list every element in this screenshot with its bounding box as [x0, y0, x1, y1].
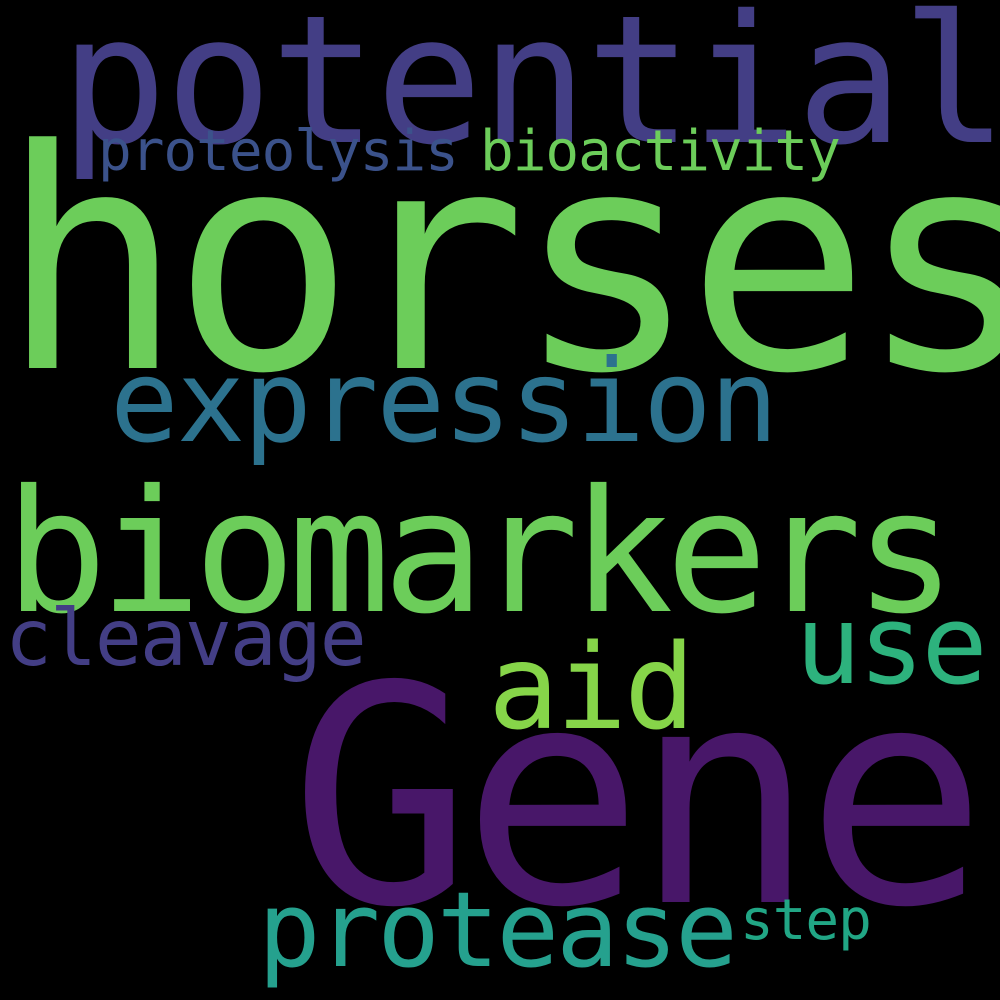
word-gene: Gene	[290, 623, 987, 974]
word-horses: horses	[0, 85, 1000, 440]
word-step: step	[740, 888, 872, 953]
word-biomarkers: biomarkers	[5, 454, 956, 652]
word-protease: protease	[258, 869, 738, 991]
word-proteolysis: proteolysis	[98, 119, 459, 184]
word-aid: aid	[488, 618, 695, 756]
word-bioactivity: bioactivity	[480, 119, 841, 184]
word-expression: expression	[110, 335, 778, 468]
word-potential: potential	[60, 0, 1000, 184]
word-use: use	[795, 581, 988, 709]
word-cleavage: cleavage	[5, 594, 367, 684]
